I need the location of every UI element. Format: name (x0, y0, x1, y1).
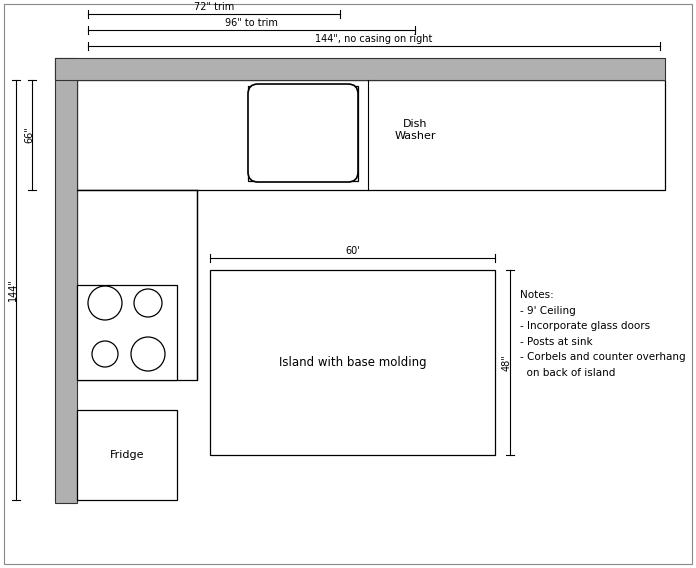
Text: Fridge: Fridge (110, 450, 144, 460)
Text: 96" to trim: 96" to trim (225, 18, 278, 28)
Text: 72" trim: 72" trim (194, 2, 234, 12)
Text: 60': 60' (345, 246, 360, 256)
Bar (55, 58, 77, 503)
Text: 48": 48" (502, 354, 512, 371)
Text: Dish
Washer: Dish Washer (394, 119, 436, 141)
Bar (210, 270, 495, 455)
Text: 144", no casing on right: 144", no casing on right (315, 34, 433, 44)
Bar (55, 58, 665, 80)
Bar (77, 285, 177, 380)
FancyBboxPatch shape (248, 84, 358, 182)
Text: Island with base molding: Island with base molding (278, 356, 427, 369)
Bar (77, 80, 665, 190)
Bar (248, 86, 358, 181)
Text: 66": 66" (24, 127, 34, 143)
Text: Notes:
- 9' Ceiling
- Incorporate glass doors
- Posts at sink
- Corbels and coun: Notes: - 9' Ceiling - Incorporate glass … (520, 290, 686, 378)
Text: 144": 144" (8, 278, 18, 302)
Bar (77, 190, 197, 380)
Bar (77, 410, 177, 500)
